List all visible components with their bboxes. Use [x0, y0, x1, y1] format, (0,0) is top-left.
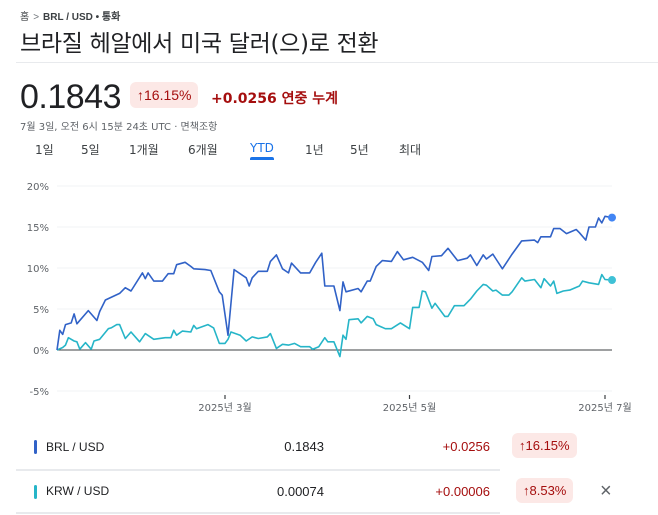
krw-series-swatch — [34, 485, 37, 499]
x-tick-label: 2025년 7월 — [578, 402, 631, 414]
row-krw-name[interactable]: KRW / USD — [46, 484, 110, 498]
row-krw-value: 0.00074 — [277, 484, 324, 499]
page-title: 브라질 헤알에서 미국 달러(으)로 전환 — [20, 31, 379, 57]
tab-5y[interactable]: 5년 — [350, 143, 369, 157]
period-label: 연중 누계 — [281, 91, 339, 107]
series-line-brl — [56, 215, 613, 351]
row-krw-change: +0.00006 — [435, 484, 490, 499]
y-tick-label: 0% — [33, 346, 49, 357]
row-brl-name[interactable]: BRL / USD — [46, 440, 105, 454]
divider — [16, 62, 658, 63]
tab-6m[interactable]: 6개월 — [188, 143, 218, 157]
series-endpoint-krw — [608, 276, 616, 285]
brl-series-swatch — [34, 440, 37, 454]
ytd-chart[interactable]: 20% 15% 10% 5% 0% -5% 2025년 3월 2025년 5월 2025년 7월 — [0, 0, 658, 420]
y-tick-label: 5% — [33, 305, 49, 316]
tab-ytd[interactable]: YTD — [250, 141, 274, 160]
row-divider — [16, 469, 500, 471]
row-brl-change: +0.0256 — [442, 439, 490, 454]
breadcrumb-category: • 통화 — [95, 12, 121, 23]
x-tick-label: 2025년 3월 — [198, 402, 251, 414]
y-tick-label: 20% — [27, 182, 49, 193]
timestamp: 7월 3일, 오전 6시 15분 24초 UTC · 면책조항 — [20, 122, 218, 133]
breadcrumb-pair: BRL / USD — [43, 12, 93, 23]
row-krw-percent-badge: ↑8.53% — [516, 478, 574, 503]
y-tick-label: 15% — [27, 223, 49, 234]
row-divider — [16, 512, 500, 514]
x-tick-label: 2025년 5월 — [383, 402, 436, 414]
series-line-krw — [56, 273, 613, 358]
absolute-change: +0.0256 연중 누계 — [211, 88, 338, 108]
y-tick-label: 10% — [27, 264, 49, 275]
absolute-change-value: +0.0256 — [211, 91, 277, 107]
current-price: 0.1843 — [20, 78, 122, 116]
series-endpoint-brl — [608, 213, 616, 222]
tab-5d[interactable]: 5일 — [81, 143, 100, 157]
row-brl-percent-badge: ↑16.15% — [512, 433, 577, 458]
remove-comparison-close-icon[interactable]: × — [600, 480, 612, 502]
row-brl-value: 0.1843 — [284, 439, 324, 454]
breadcrumb: 홈 > BRL / USD • 통화 — [20, 8, 120, 23]
breadcrumb-home[interactable]: 홈 — [20, 12, 30, 23]
tab-1d[interactable]: 1일 — [35, 143, 54, 157]
tab-max[interactable]: 최대 — [399, 143, 422, 157]
percent-change-badge: ↑16.15% — [130, 82, 199, 108]
tab-1m[interactable]: 1개월 — [129, 143, 159, 157]
y-tick-label: -5% — [30, 387, 49, 398]
chevron-right-icon: > — [33, 12, 40, 23]
tab-1y[interactable]: 1년 — [305, 143, 324, 157]
